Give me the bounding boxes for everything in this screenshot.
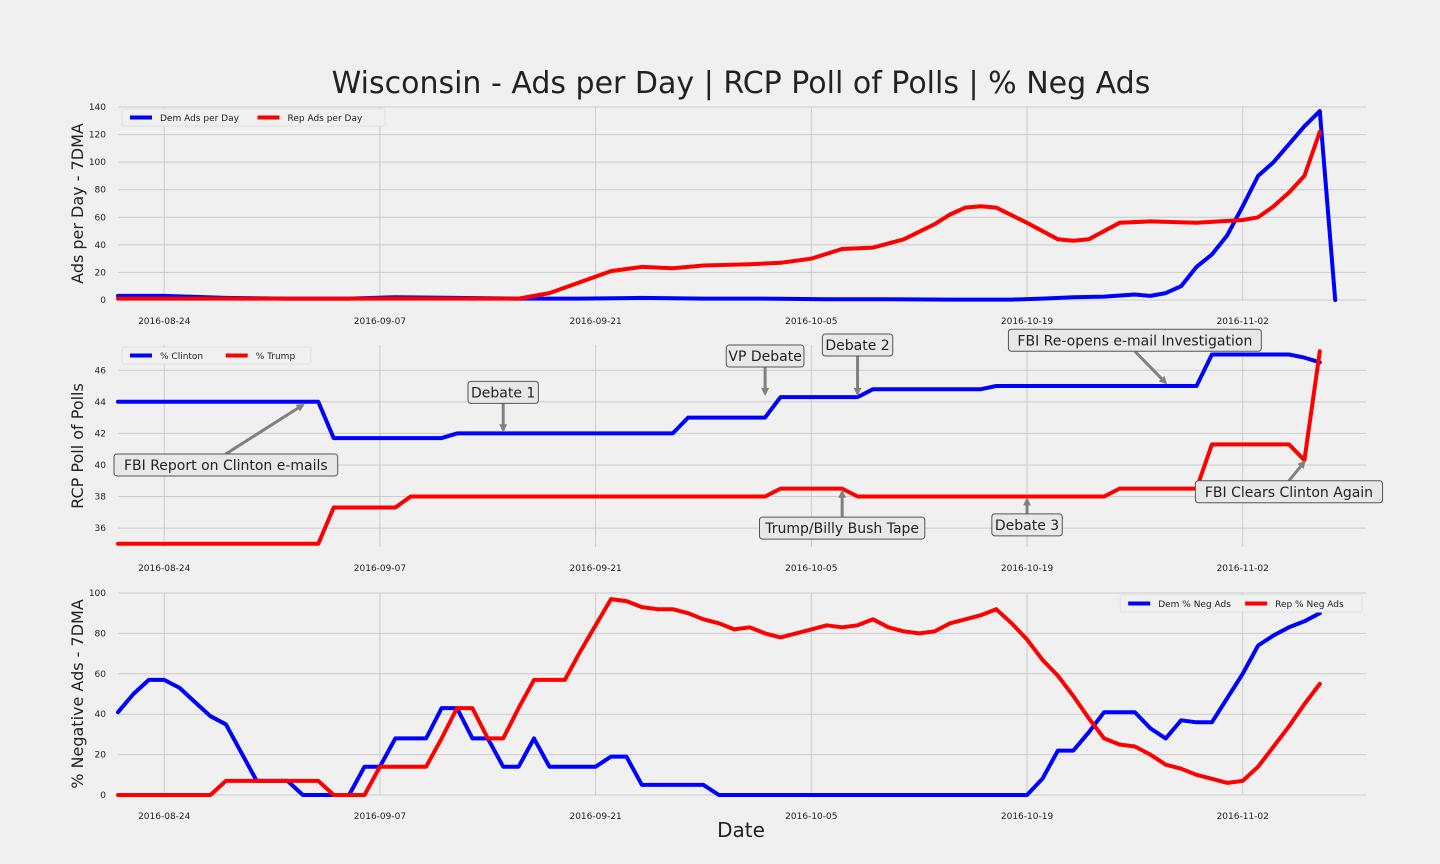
legend-label: Dem Ads per Day — [160, 114, 240, 124]
legend-box — [121, 108, 386, 127]
annotation-arrow — [225, 403, 305, 456]
x-tick-label: 2016-10-19 — [1001, 812, 1054, 822]
y-tick-label: 42 — [95, 429, 106, 439]
y-axis-label: Ads per Day - 7DMA — [68, 123, 87, 284]
x-tick-label: 2016-11-02 — [1217, 317, 1269, 327]
legend: Dem Ads per Day Rep Ads per Day — [121, 108, 386, 127]
legend-label: % Trump — [256, 352, 296, 362]
legend-label: Dem % Neg Ads — [1158, 600, 1231, 610]
annotation-arrow — [1287, 460, 1306, 482]
x-tick-label: 2016-08-24 — [138, 317, 191, 327]
annotation: FBI Re-opens e-mail Investigation — [1007, 328, 1262, 385]
annotation-label: FBI Clears Clinton Again — [1205, 485, 1373, 501]
annotation: FBI Report on Clinton e-mails — [113, 403, 339, 477]
series-line-2 — [116, 597, 1322, 797]
legend-box — [1119, 594, 1363, 613]
y-tick-label: 36 — [95, 524, 107, 534]
annotation: Trump/Billy Bush Tape — [758, 489, 926, 540]
x-axis-label: Date — [717, 818, 765, 842]
annotation: FBI Clears Clinton Again — [1194, 460, 1384, 504]
y-tick-label: 40 — [95, 710, 107, 720]
chart-title: Wisconsin - Ads per Day | RCP Poll of Po… — [331, 66, 1151, 101]
annotation-box — [758, 516, 926, 540]
x-tick-label: 2016-08-24 — [138, 564, 191, 574]
annotation-box — [821, 333, 894, 357]
annotation: Debate 1 — [467, 380, 539, 433]
annotation-label: Debate 1 — [471, 385, 535, 401]
x-tick-label: 2016-11-02 — [1217, 564, 1269, 574]
x-tick-label: 2016-09-07 — [354, 317, 406, 327]
x-tick-label: 2016-10-05 — [785, 812, 837, 822]
annotation-box — [467, 380, 539, 404]
legend-label: Rep % Neg Ads — [1275, 600, 1344, 610]
y-tick-label: 0 — [100, 296, 106, 306]
y-tick-label: 80 — [95, 629, 107, 639]
y-tick-label: 60 — [95, 670, 107, 680]
y-tick-label: 100 — [89, 158, 106, 168]
y-tick-label: 20 — [95, 268, 107, 278]
y-tick-label: 60 — [95, 213, 107, 223]
x-tick-label: 2016-10-05 — [785, 564, 837, 574]
y-tick-label: 140 — [89, 103, 106, 113]
annotation-box — [113, 453, 339, 477]
y-tick-label: 40 — [95, 241, 107, 251]
legend: Dem % Neg Ads Rep % Neg Ads — [1119, 594, 1363, 613]
annotation-label: Debate 2 — [825, 338, 889, 354]
y-tick-label: 44 — [95, 398, 107, 408]
y-tick-label: 40 — [95, 461, 107, 471]
series-line-1 — [116, 611, 1322, 797]
annotation-box — [1007, 328, 1262, 352]
y-tick-label: 20 — [95, 751, 107, 761]
panel-1: 0 20 40 60 80 100 120 140 2016-08-24 2016-09-07 20… — [68, 103, 1366, 327]
annotation: VP Debate — [725, 344, 805, 396]
annotation-label: Trump/Billy Bush Tape — [764, 521, 919, 537]
series-line-2 — [116, 129, 1322, 301]
annotation-label: Debate 3 — [995, 518, 1059, 534]
annotation-box — [991, 513, 1063, 537]
x-tick-label: 2016-09-21 — [569, 564, 621, 574]
legend: % Clinton % Trump — [121, 346, 312, 365]
legend-label: % Clinton — [160, 352, 203, 362]
annotation: Debate 2 — [821, 333, 894, 396]
x-tick-label: 2016-09-07 — [354, 812, 406, 822]
x-tick-label: 2016-10-19 — [1001, 317, 1054, 327]
y-tick-label: 120 — [89, 131, 106, 141]
annotation-arrow — [1133, 350, 1168, 385]
x-tick-label: 2016-10-05 — [785, 317, 837, 327]
y-tick-label: 80 — [95, 186, 107, 196]
x-tick-label: 2016-08-24 — [138, 812, 191, 822]
x-tick-label: 2016-10-19 — [1001, 564, 1054, 574]
legend-box — [121, 346, 312, 365]
y-axis-label: % Negative Ads - 7DMA — [68, 599, 87, 789]
y-tick-label: 46 — [95, 366, 107, 376]
annotation-label: FBI Re-opens e-mail Investigation — [1017, 333, 1252, 349]
x-tick-label: 2016-11-02 — [1217, 812, 1269, 822]
y-tick-label: 100 — [89, 589, 106, 599]
annotation-box — [725, 344, 805, 368]
panel-3: 0 20 40 60 80 100 2016-08-24 2016-09-07 2016-09-… — [68, 589, 1366, 822]
series-line-1 — [116, 109, 1338, 302]
x-tick-label: 2016-09-07 — [354, 564, 406, 574]
panel-2: 36 38 40 42 44 46 2016-08-24 2016-09-07 2016-09-… — [68, 328, 1384, 574]
annotation-box — [1194, 480, 1384, 504]
y-tick-label: 38 — [95, 493, 107, 503]
y-axis-label: RCP Poll of Polls — [68, 383, 87, 509]
series-line-1 — [116, 352, 1322, 441]
annotation-label: VP Debate — [728, 349, 801, 365]
x-tick-label: 2016-09-21 — [569, 812, 621, 822]
legend-label: Rep Ads per Day — [288, 114, 363, 124]
x-tick-label: 2016-09-21 — [569, 317, 621, 327]
y-tick-label: 0 — [100, 791, 106, 801]
series-line-2 — [116, 349, 1322, 546]
annotation: Debate 3 — [991, 497, 1063, 537]
annotation-label: FBI Report on Clinton e-mails — [124, 458, 328, 474]
